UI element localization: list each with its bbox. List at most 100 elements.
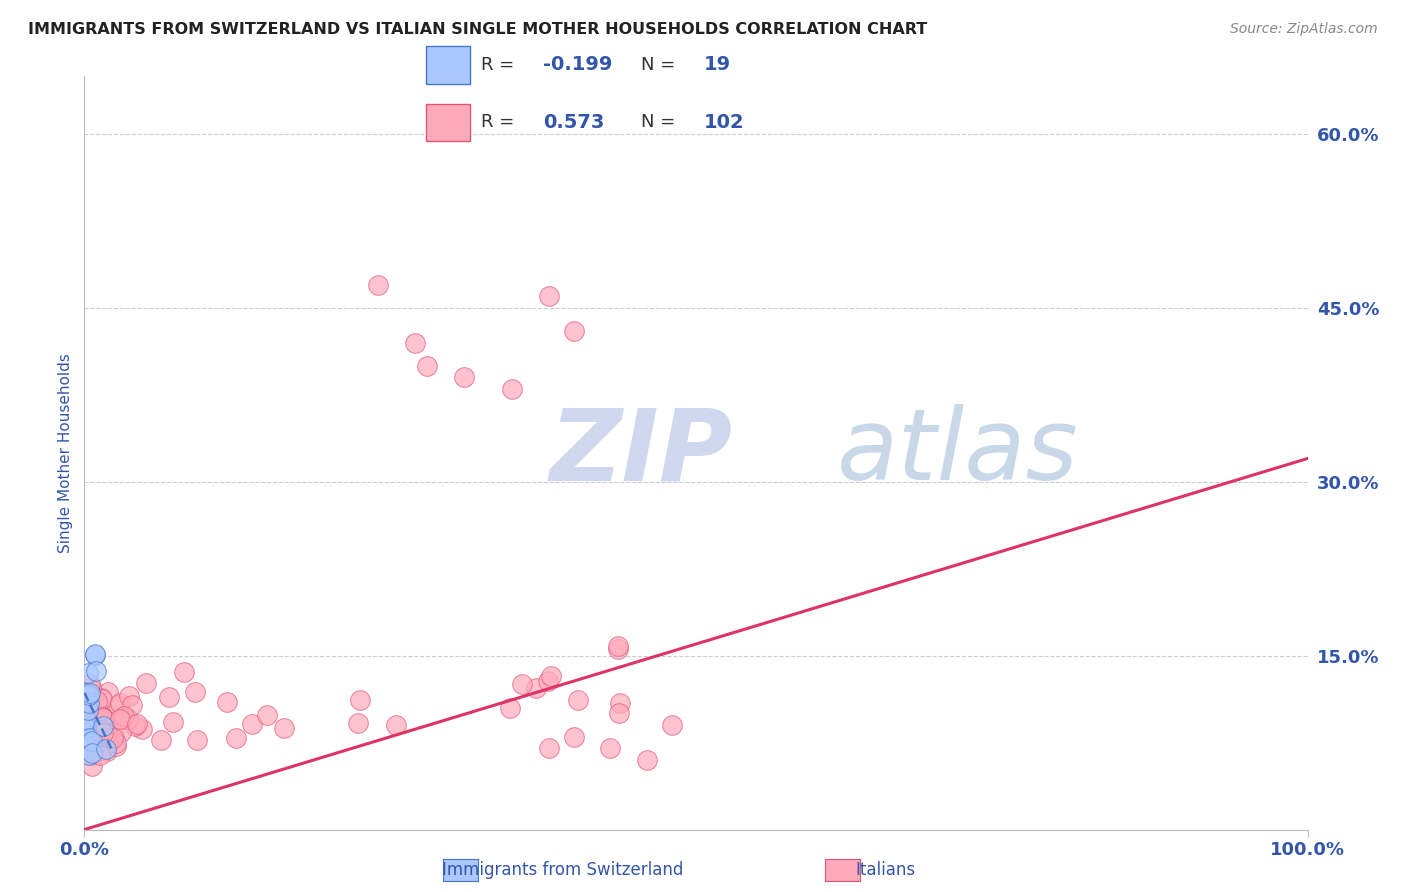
Point	[609, 706, 631, 720]
Text: N =: N =	[641, 113, 682, 131]
Point	[538, 741, 561, 756]
Point	[79, 698, 101, 713]
Point	[101, 731, 124, 745]
Point	[82, 748, 104, 763]
Point	[562, 324, 585, 338]
Point	[97, 684, 120, 698]
Point	[79, 720, 101, 734]
Point	[599, 741, 621, 756]
Point	[87, 706, 110, 720]
Point	[91, 710, 114, 724]
Text: atlas: atlas	[837, 404, 1078, 501]
Point	[96, 726, 118, 740]
Point	[416, 359, 439, 373]
Point	[79, 722, 101, 736]
Point	[97, 737, 120, 751]
Point	[79, 701, 101, 715]
Point	[79, 714, 101, 729]
Point	[567, 692, 589, 706]
Point	[79, 686, 101, 700]
Point	[131, 723, 153, 737]
Point	[404, 335, 426, 350]
Text: 0.573: 0.573	[543, 113, 605, 132]
Point	[149, 732, 172, 747]
Text: Immigrants from Switzerland: Immigrants from Switzerland	[441, 861, 683, 879]
Point	[607, 642, 630, 657]
Point	[121, 698, 143, 712]
Point	[79, 714, 101, 729]
Point	[84, 731, 107, 745]
Point	[83, 648, 105, 663]
Point	[89, 747, 111, 762]
Point	[75, 721, 97, 735]
Point	[347, 715, 370, 730]
Point	[79, 725, 101, 739]
Point	[83, 721, 105, 735]
Point	[108, 713, 131, 727]
Point	[79, 747, 101, 762]
Point	[112, 712, 135, 726]
Text: R =: R =	[481, 56, 520, 74]
Point	[538, 289, 561, 303]
Point	[77, 696, 100, 710]
Point	[562, 730, 585, 744]
Point	[112, 709, 135, 723]
Point	[609, 696, 631, 710]
Point	[79, 688, 101, 702]
Point	[502, 382, 524, 396]
Point	[87, 706, 110, 721]
Point	[76, 703, 98, 717]
Point	[87, 707, 110, 722]
Point	[173, 665, 195, 679]
Point	[91, 710, 114, 724]
Point	[91, 692, 114, 706]
Point	[108, 696, 131, 710]
Point	[83, 714, 105, 728]
Point	[96, 707, 118, 722]
Point	[79, 709, 101, 723]
Point	[80, 746, 103, 760]
Point	[80, 734, 103, 748]
Point	[91, 719, 114, 733]
Point	[104, 736, 127, 750]
Point	[83, 698, 105, 712]
Point	[91, 726, 114, 740]
Point	[77, 731, 100, 745]
Point	[93, 716, 115, 731]
Point	[104, 739, 127, 754]
Point	[661, 718, 683, 732]
Point	[79, 740, 101, 755]
Point	[94, 729, 117, 743]
Y-axis label: Single Mother Households: Single Mother Households	[58, 352, 73, 553]
Point	[184, 685, 207, 699]
Point	[93, 713, 115, 727]
Text: 102: 102	[703, 113, 744, 132]
Point	[73, 738, 96, 752]
Point	[79, 708, 101, 723]
Point	[367, 277, 389, 292]
Point	[79, 709, 101, 723]
Point	[86, 722, 108, 736]
Point	[73, 721, 96, 735]
Text: -0.199: -0.199	[543, 55, 612, 74]
Point	[89, 729, 111, 743]
Point	[73, 685, 96, 699]
Point	[79, 736, 101, 750]
Point	[76, 666, 98, 681]
Point	[87, 721, 110, 735]
Point	[127, 716, 149, 731]
Point	[90, 723, 112, 738]
Bar	[426, 103, 470, 141]
Point	[84, 725, 107, 739]
Point	[256, 708, 278, 723]
Bar	[426, 46, 470, 84]
Text: ZIP: ZIP	[550, 404, 733, 501]
Point	[385, 717, 408, 731]
Point	[524, 681, 547, 695]
Point	[540, 668, 562, 682]
Point	[84, 647, 107, 661]
Point	[94, 742, 117, 756]
Text: IMMIGRANTS FROM SWITZERLAND VS ITALIAN SINGLE MOTHER HOUSEHOLDS CORRELATION CHAR: IMMIGRANTS FROM SWITZERLAND VS ITALIAN S…	[28, 22, 928, 37]
Point	[162, 715, 184, 730]
Point	[118, 689, 141, 703]
